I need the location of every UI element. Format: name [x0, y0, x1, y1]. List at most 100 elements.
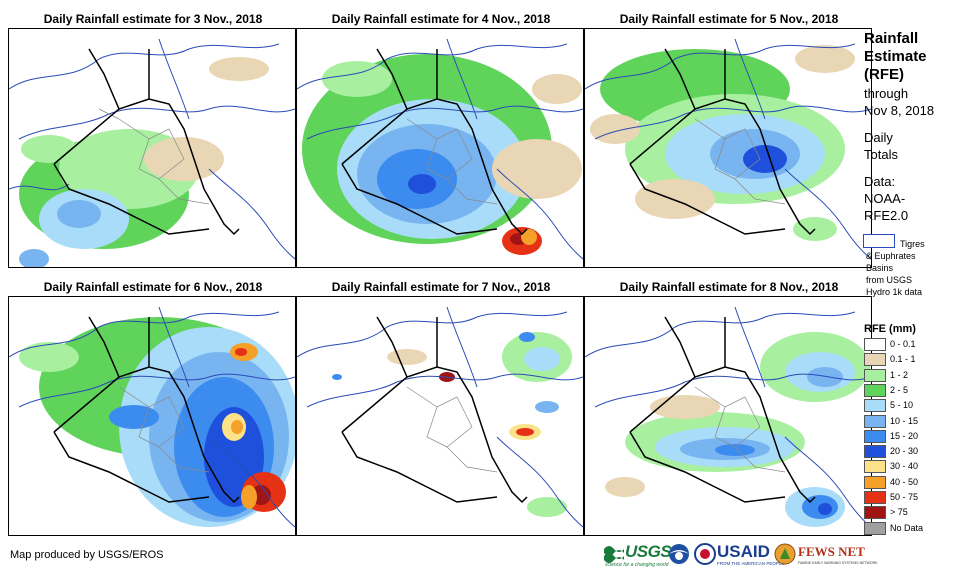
rainfall-field	[19, 317, 295, 527]
rainfall-map	[296, 28, 584, 268]
country-boundary	[341, 48, 528, 236]
legend-swatch	[864, 399, 886, 413]
rainfall-map	[8, 28, 296, 268]
rainfall-map	[584, 296, 872, 536]
fews-net-wordmark: FEWS NET	[798, 544, 865, 559]
fews-net-tagline: FAMINE EARLY WARNING SYSTEMS NETWORK	[798, 561, 878, 565]
noaa-emblem-icon	[669, 544, 689, 564]
panel-title: Daily Rainfall estimate for 7 Nov., 2018	[331, 280, 551, 294]
sidebar-title-line: (RFE)	[864, 66, 904, 83]
footer-credit: Map produced by USGS/EROS	[10, 549, 164, 561]
legend-label: 0 - 0.1	[890, 339, 916, 349]
basin-outlines	[585, 38, 871, 260]
map-panel-nov-3: Daily Rainfall estimate for 3 Nov., 2018	[8, 10, 298, 268]
sidebar-text-line: Data:	[864, 174, 896, 189]
rainfall-map	[296, 296, 584, 536]
basin-legend-line: Tigres	[900, 239, 925, 249]
legend-swatch	[864, 460, 886, 474]
legend-label: 40 - 50	[890, 476, 919, 487]
usgs-logo: USGS science for a changing world	[604, 540, 686, 568]
country-boundary	[53, 316, 240, 504]
usaid-logo: USAID FROM THE AMERICAN PEOPLE	[694, 540, 784, 568]
sidebar-text-line: Nov 8, 2018	[864, 103, 935, 118]
map-panel-nov-7: Daily Rainfall estimate for 7 Nov., 2018	[296, 278, 586, 536]
basin-legend-text: Tigres & Euphrates Basins from USGS Hydr…	[866, 238, 925, 298]
internal-boundaries	[98, 108, 210, 205]
legend-label: No Data	[890, 522, 924, 533]
country-boundary	[341, 316, 528, 504]
legend-swatch	[864, 506, 886, 520]
legend-label: > 75	[890, 507, 908, 518]
legend-label: 2 - 5	[890, 384, 909, 395]
map-panel-nov-4: Daily Rainfall estimate for 4 Nov., 2018	[296, 10, 586, 268]
sidebar-text-line: through	[864, 86, 909, 101]
legend-label: 0.1 - 1	[890, 354, 916, 365]
legend-swatch	[864, 338, 886, 351]
panel-title: Daily Rainfall estimate for 5 Nov., 2018	[619, 12, 839, 26]
legend-label: 20 - 30	[890, 446, 919, 457]
legend-swatch	[864, 383, 886, 397]
map-panel-nov-8: Daily Rainfall estimate for 8 Nov., 2018	[584, 278, 874, 536]
legend-label: 10 - 15	[890, 415, 919, 426]
rainfall-field	[332, 332, 572, 517]
legend-swatch	[864, 445, 886, 459]
sidebar-title-line: Rainfall	[864, 30, 919, 47]
internal-boundaries	[694, 118, 786, 205]
legend-label: 1 - 2	[890, 369, 909, 380]
panel-title: Daily Rainfall estimate for 3 Nov., 2018	[43, 12, 263, 26]
internal-boundaries	[406, 386, 498, 473]
legend-swatch	[864, 521, 886, 535]
internal-boundaries	[118, 386, 210, 473]
usgs-wordmark: USGS	[625, 542, 672, 561]
sidebar-text-line: Daily	[864, 130, 893, 145]
internal-boundaries	[406, 118, 498, 205]
usgs-tagline: science for a changing world	[605, 562, 669, 568]
basin-legend-line: & Euphrates	[866, 251, 916, 261]
country-boundary	[629, 48, 816, 236]
rainfall-field	[302, 54, 582, 255]
basin-outlines	[297, 38, 583, 260]
basin-legend-swatch	[863, 234, 895, 248]
legend-swatch	[864, 414, 886, 428]
sidebar-totals: Daily Totals	[864, 129, 898, 163]
sidebar-text-line: NOAA-	[864, 191, 906, 206]
sidebar-through: through Nov 8, 2018	[864, 85, 934, 119]
basin-outlines	[9, 38, 295, 260]
sidebar-title-line: Estimate	[864, 48, 927, 65]
basin-legend-line: Hydro 1k data	[866, 287, 923, 297]
legend-label: 30 - 40	[890, 461, 919, 472]
fews-net-logo: FEWS NET FAMINE EARLY WARNING SYSTEMS NE…	[774, 540, 877, 568]
noaa-logo	[668, 540, 690, 568]
usaid-seal-icon	[694, 543, 716, 565]
sidebar-data-source: Data: NOAA- RFE2.0	[864, 173, 908, 224]
panel-title: Daily Rainfall estimate for 6 Nov., 2018	[43, 280, 263, 294]
basin-legend-line: from USGS	[866, 275, 913, 285]
rainfall-field	[590, 45, 855, 241]
country-boundary	[53, 48, 240, 236]
sidebar-title: Rainfall Estimate (RFE)	[864, 30, 927, 84]
legend-swatch	[864, 429, 886, 443]
map-panel-nov-5: Daily Rainfall estimate for 5 Nov., 2018	[584, 10, 874, 268]
basin-outlines	[585, 306, 871, 528]
legend-title: RFE (mm)	[864, 323, 916, 335]
fews-net-emblem-icon	[774, 543, 796, 565]
legend-label: 5 - 10	[890, 400, 914, 411]
panel-title: Daily Rainfall estimate for 4 Nov., 2018	[331, 12, 551, 26]
map-panel-nov-6: Daily Rainfall estimate for 6 Nov., 2018	[8, 278, 298, 536]
basin-outlines	[297, 306, 583, 528]
legend-label: 15 - 20	[890, 430, 919, 441]
sidebar-text-line: RFE2.0	[864, 208, 909, 223]
basin-outlines	[9, 306, 295, 528]
usaid-tagline: FROM THE AMERICAN PEOPLE	[717, 561, 785, 566]
usaid-wordmark: USAID	[717, 542, 770, 561]
legend-swatch	[864, 353, 886, 367]
basin-legend-line: Basins	[866, 263, 894, 273]
rainfall-map	[8, 296, 296, 536]
panel-title: Daily Rainfall estimate for 8 Nov., 2018	[619, 280, 839, 294]
rainfall-map	[584, 28, 872, 268]
legend-swatch	[864, 475, 886, 489]
usgs-wave-icon	[604, 546, 624, 563]
legend-swatch	[864, 368, 886, 382]
rainfall-field	[19, 57, 269, 267]
legend-swatch	[864, 491, 886, 504]
